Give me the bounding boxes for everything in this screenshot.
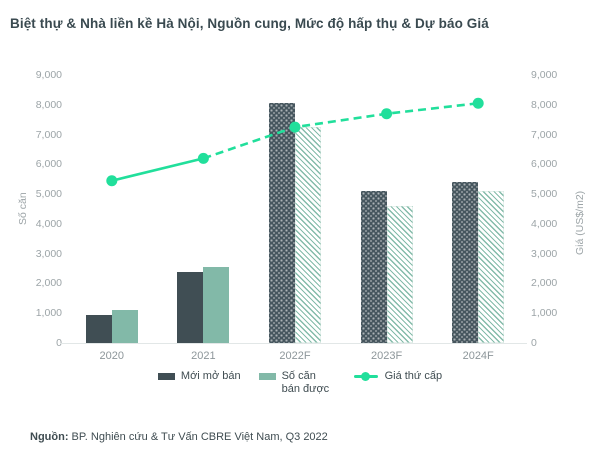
legend-item-units-sold: Số căn bán được	[258, 370, 336, 396]
chart-title: Biệt thự & Nhà liền kề Hà Nội, Nguồn cun…	[10, 16, 489, 31]
bar-units-sold	[295, 127, 321, 343]
y-axis-tick-left: 2,000	[35, 277, 62, 290]
y-axis-tick-right: 5,000	[531, 188, 558, 201]
x-axis-label: 2022F	[279, 350, 311, 362]
y-axis-tick-left: 8,000	[35, 98, 62, 111]
legend-item-secondary-price: Giá thứ cấp	[353, 370, 443, 396]
x-axis-label: 2020	[99, 350, 125, 362]
y-axis-tick-right: 7,000	[531, 128, 558, 141]
y-axis-tick-right: 6,000	[531, 158, 558, 171]
price-point	[381, 108, 393, 120]
bar-units-sold	[111, 310, 138, 343]
bar-new-launch	[85, 314, 112, 343]
bar-new-launch	[177, 271, 204, 343]
x-axis-label: 2021	[191, 350, 216, 362]
y-axis-tick-left: 1,000	[35, 307, 62, 320]
x-axis-label: 2024F	[462, 350, 494, 362]
bar-units-sold	[203, 267, 230, 343]
y-axis-tick-left: 7,000	[35, 128, 62, 141]
price-point	[106, 175, 118, 187]
bar-units-sold	[386, 206, 413, 343]
y-axis-tick-left: 6,000	[35, 158, 62, 171]
price-point	[472, 97, 484, 109]
y-axis-tick-right: 9,000	[531, 69, 558, 81]
bar-new-launch	[452, 182, 479, 343]
y-axis-tick-left: 0	[14, 337, 62, 349]
bar-units-sold	[478, 191, 505, 343]
legend-label: Mới mở bán	[180, 370, 241, 382]
source-text: BP. Nghiên cứu & Tư Vấn CBRE Việt Nam, Q…	[68, 431, 328, 443]
legend-label: Số căn bán được	[281, 370, 330, 396]
bar-new-launch	[269, 103, 295, 343]
units-sold-swatch	[258, 373, 276, 380]
legend-item-new-launch: Mới mở bán	[157, 370, 241, 396]
bar-new-launch	[360, 191, 387, 343]
source-label: Nguồn:	[30, 431, 69, 443]
new-launch-swatch	[157, 373, 175, 380]
y-axis-tick-left: 5,000	[35, 188, 62, 201]
y-axis-tick-left: 9,000	[35, 69, 62, 81]
y-axis-tick-right: 4,000	[531, 217, 558, 230]
y-axis-tick-right: 3,000	[531, 247, 558, 260]
price-line-swatch	[353, 372, 378, 381]
y-axis-tick-right: 1,000	[531, 307, 558, 320]
x-axis-line	[60, 343, 527, 344]
legend: Mới mở bán Số căn bán được Giá thứ cấp	[0, 370, 600, 396]
price-point	[289, 121, 301, 133]
y-axis-tick-right: 8,000	[531, 98, 558, 111]
y-axis-tick-left: 4,000	[35, 217, 62, 230]
y-axis-tick-right: 2,000	[531, 277, 558, 290]
x-axis-label: 2023F	[370, 350, 403, 362]
y-axis-tick-left: 3,000	[35, 247, 62, 260]
legend-label: Giá thứ cấp	[384, 370, 443, 382]
y-axis-tick-right: 0	[531, 337, 537, 349]
price-point	[197, 152, 209, 164]
source-note: Nguồn: BP. Nghiên cứu & Tư Vấn CBRE Việt…	[30, 431, 328, 443]
